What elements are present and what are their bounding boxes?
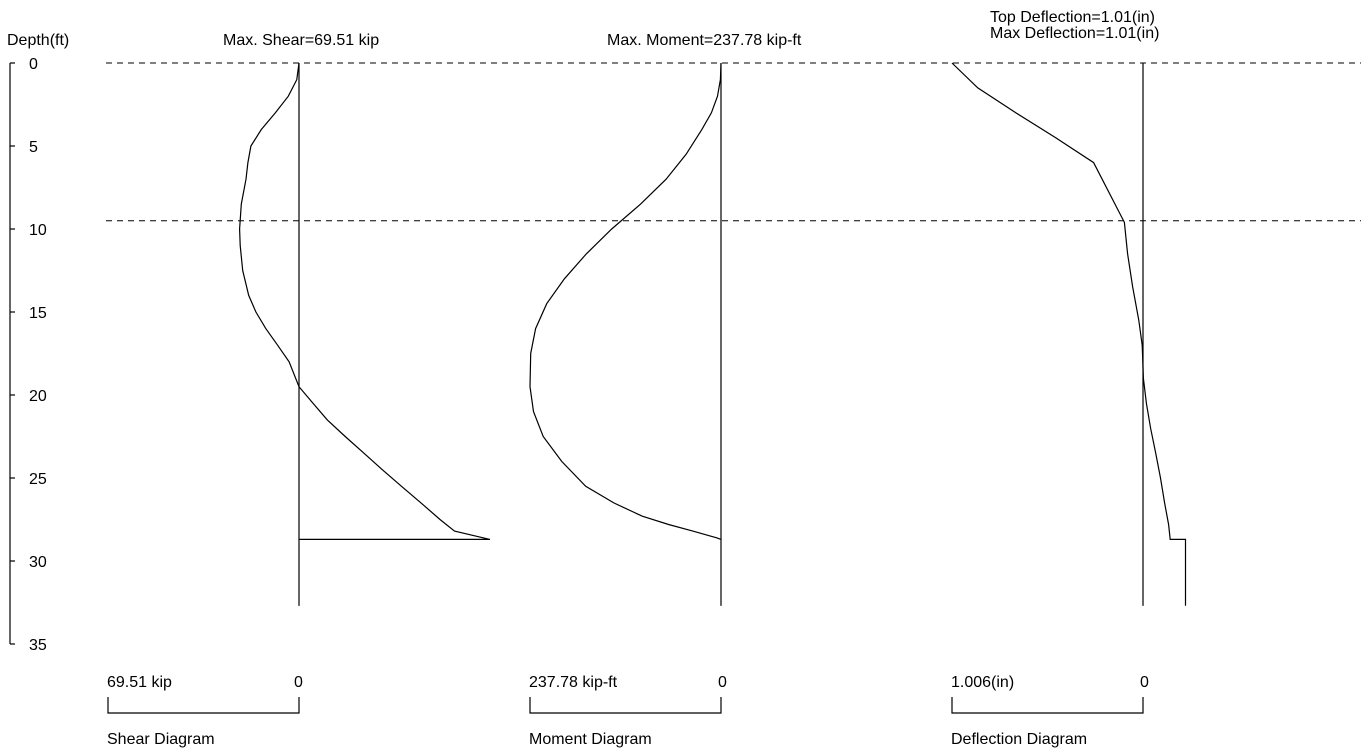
- shear-diagram: [238, 62, 491, 606]
- deflection-caption: Deflection Diagram: [951, 731, 1087, 748]
- depth-tick-label: 10: [29, 222, 47, 239]
- shear-caption: Shear Diagram: [107, 731, 215, 748]
- depth-tick-label: 25: [29, 471, 47, 488]
- moment-header: Max. Moment=237.78 kip-ft: [607, 32, 802, 49]
- moment-diagram: [529, 62, 722, 606]
- shear-header: Max. Shear=69.51 kip: [223, 32, 379, 49]
- depth-tick-label: 5: [29, 139, 38, 156]
- moment-scale-zero: 0: [718, 674, 727, 691]
- deflection-scale-zero: 0: [1140, 674, 1149, 691]
- shear-curve: [238, 62, 491, 541]
- deflection-curve: [951, 62, 1187, 606]
- depth-tick-label: 30: [29, 554, 47, 571]
- depth-axis: 0 5 10 15 20 25 30 35: [9, 56, 47, 654]
- shear-scale-bracket: [107, 697, 300, 714]
- moment-curve: [529, 62, 722, 540]
- max-deflection-header: Max Deflection=1.01(in): [990, 25, 1159, 42]
- deflection-scale-max: 1.006(in): [951, 674, 1014, 691]
- shear-scale-zero: 0: [294, 674, 303, 691]
- reference-lines: [106, 62, 1361, 222]
- moment-caption: Moment Diagram: [529, 731, 652, 748]
- scale-brackets: [107, 697, 1144, 714]
- deflection-diagram: [951, 62, 1187, 606]
- depth-tick-label: 20: [29, 388, 47, 405]
- depth-axis-label: Depth(ft): [7, 32, 69, 49]
- moment-scale-bracket: [529, 697, 722, 714]
- top-deflection-header: Top Deflection=1.01(in): [990, 9, 1155, 26]
- deflection-scale-bracket: [951, 697, 1144, 714]
- moment-scale-max: 237.78 kip-ft: [529, 674, 618, 691]
- shear-scale-max: 69.51 kip: [107, 674, 172, 691]
- depth-tick-label: 0: [29, 56, 38, 73]
- depth-tick-label: 15: [29, 305, 47, 322]
- depth-tick-label: 35: [29, 637, 47, 654]
